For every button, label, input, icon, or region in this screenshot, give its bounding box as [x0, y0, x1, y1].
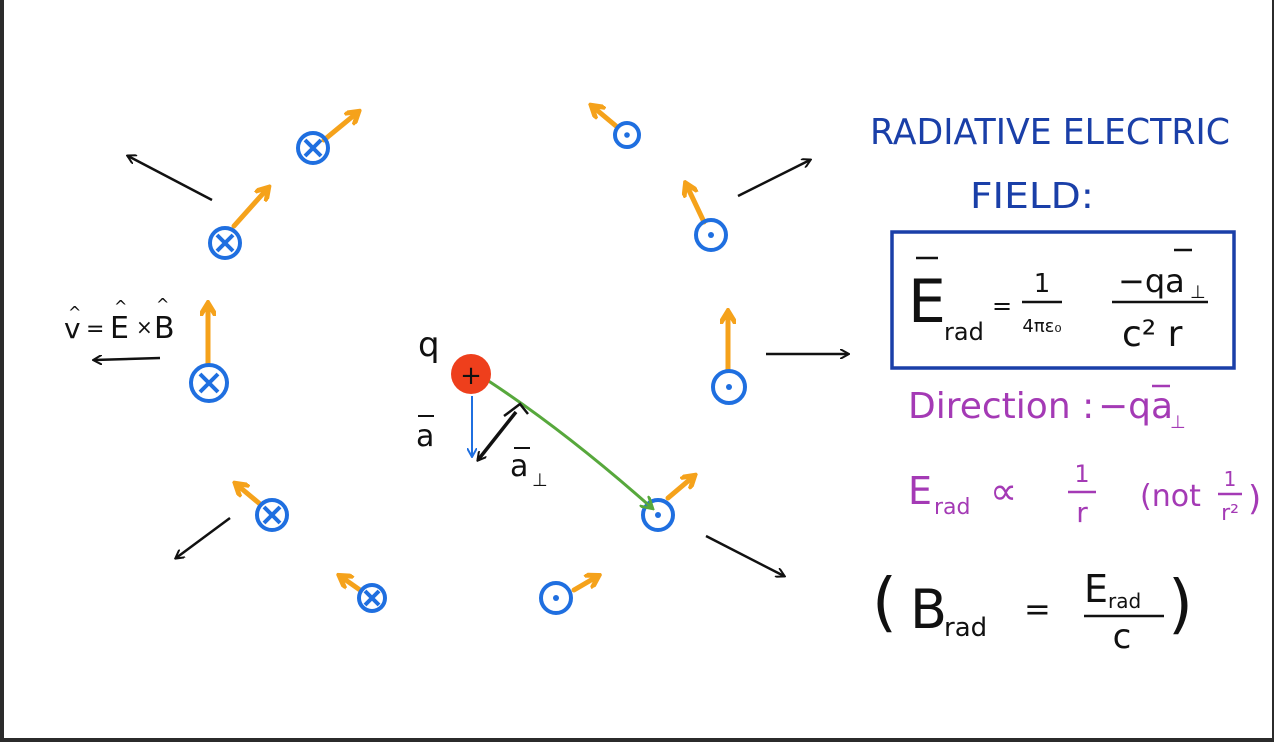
b-equals: = — [1024, 590, 1051, 628]
propagation-arrow — [737, 160, 810, 198]
a-perp-arrow — [478, 410, 518, 460]
charge-circle — [451, 354, 491, 394]
e-field-arrow — [686, 184, 707, 225]
charge-sign: + — [460, 361, 482, 391]
charge-q-label: q — [418, 325, 440, 365]
fraction1-numerator: 1 — [1034, 269, 1051, 299]
fraction2-perp: ⊥ — [1190, 282, 1206, 303]
direction-perp: ⊥ — [1170, 412, 1186, 433]
propagation-arrow — [705, 534, 784, 576]
e-field-arrow — [592, 106, 619, 129]
not-num: 1 — [1224, 467, 1237, 491]
e-field-arrow — [665, 476, 694, 501]
propagation-arrow — [176, 516, 231, 558]
field-point-upper-right — [686, 160, 810, 252]
field-point-top-right — [592, 106, 641, 149]
equals-sign: = — [86, 317, 104, 342]
proportionality-line: E rad ∝ 1 r (not 1 r² ) — [908, 460, 1261, 529]
e-hat-caret: ^ — [114, 297, 127, 316]
b-den: c — [1113, 617, 1132, 657]
not-close: ) — [1248, 479, 1261, 519]
field-point-bottom-left — [340, 576, 387, 613]
b-close-paren: ) — [1168, 568, 1193, 642]
e-field-arrow — [236, 484, 263, 507]
right-angle-mark — [503, 402, 529, 417]
b-symbol: B — [910, 578, 947, 641]
propagation-arrow — [94, 358, 161, 360]
b-hat-caret: ^ — [156, 295, 169, 314]
prop-rad: rad — [934, 495, 971, 520]
formula: E rad = 1 4πε₀ −qa ⊥ c² r — [908, 248, 1208, 355]
formula-rad-subscript: rad — [944, 318, 984, 346]
b-num-e: E — [1084, 567, 1108, 611]
direction-label: Direction : — [908, 386, 1094, 427]
poynting-relation: v ^ = E ^ × B ^ — [64, 295, 175, 346]
prop-num: 1 — [1074, 460, 1089, 488]
b-num-rad: rad — [1108, 589, 1141, 613]
whiteboard: q + a a ⊥ v ^ = E ^ × B ^ RADIATIVE ELEC… — [4, 0, 1272, 738]
e-hat: E — [110, 311, 129, 346]
v-hat-caret: ^ — [68, 303, 81, 322]
formula-e: E — [908, 267, 946, 337]
field-point-bottom-right — [539, 576, 598, 615]
direction-line: Direction : −qa ⊥ — [908, 384, 1186, 433]
field-point-right — [711, 312, 848, 405]
charge-group: q + a a ⊥ — [416, 325, 652, 508]
title-line-2: FIELD: — [970, 176, 1094, 217]
title-line-1: RADIATIVE ELECTRIC — [870, 112, 1230, 153]
cross-sign: × — [136, 315, 153, 339]
propagation-arrow — [128, 156, 213, 202]
diagram-canvas: q + a a ⊥ v ^ = E ^ × B ^ RADIATIVE ELEC… — [64, 0, 1261, 657]
b-open-paren: ( — [872, 566, 897, 640]
v-hat: v — [64, 312, 81, 345]
field-point-lower-left — [176, 484, 289, 558]
field-point-top-left — [296, 112, 358, 165]
formula-equals: = — [992, 292, 1012, 320]
perp-subscript: ⊥ — [532, 470, 548, 491]
field-point-lower-right — [641, 476, 784, 576]
b-hat: B — [154, 311, 175, 346]
formula-box — [890, 230, 1236, 370]
field-point-upper-left-far — [128, 156, 268, 260]
not-open: (not — [1140, 479, 1201, 514]
fraction2-numerator: −qa — [1118, 262, 1185, 300]
b-rad: rad — [944, 613, 987, 643]
a-perp-label: a — [510, 449, 528, 484]
prop-den: r — [1076, 496, 1088, 529]
e-field-arrow — [321, 112, 358, 143]
e-field-arrow — [340, 576, 363, 593]
direction-expression: −qa — [1098, 386, 1173, 427]
field-point-left — [94, 304, 229, 403]
fraction2-denominator: c² r — [1122, 314, 1183, 355]
prop-symbol: ∝ — [990, 469, 1017, 513]
e-field-arrow — [231, 188, 268, 229]
not-den: r² — [1221, 501, 1239, 526]
e-field-arrow — [571, 576, 598, 593]
r-vector-arrow — [483, 376, 652, 508]
acceleration-label: a — [416, 419, 434, 454]
b-relation: ( B rad = E rad c ) — [872, 566, 1193, 657]
prop-e: E — [908, 469, 932, 513]
fraction1-denominator: 4πε₀ — [1022, 316, 1061, 337]
